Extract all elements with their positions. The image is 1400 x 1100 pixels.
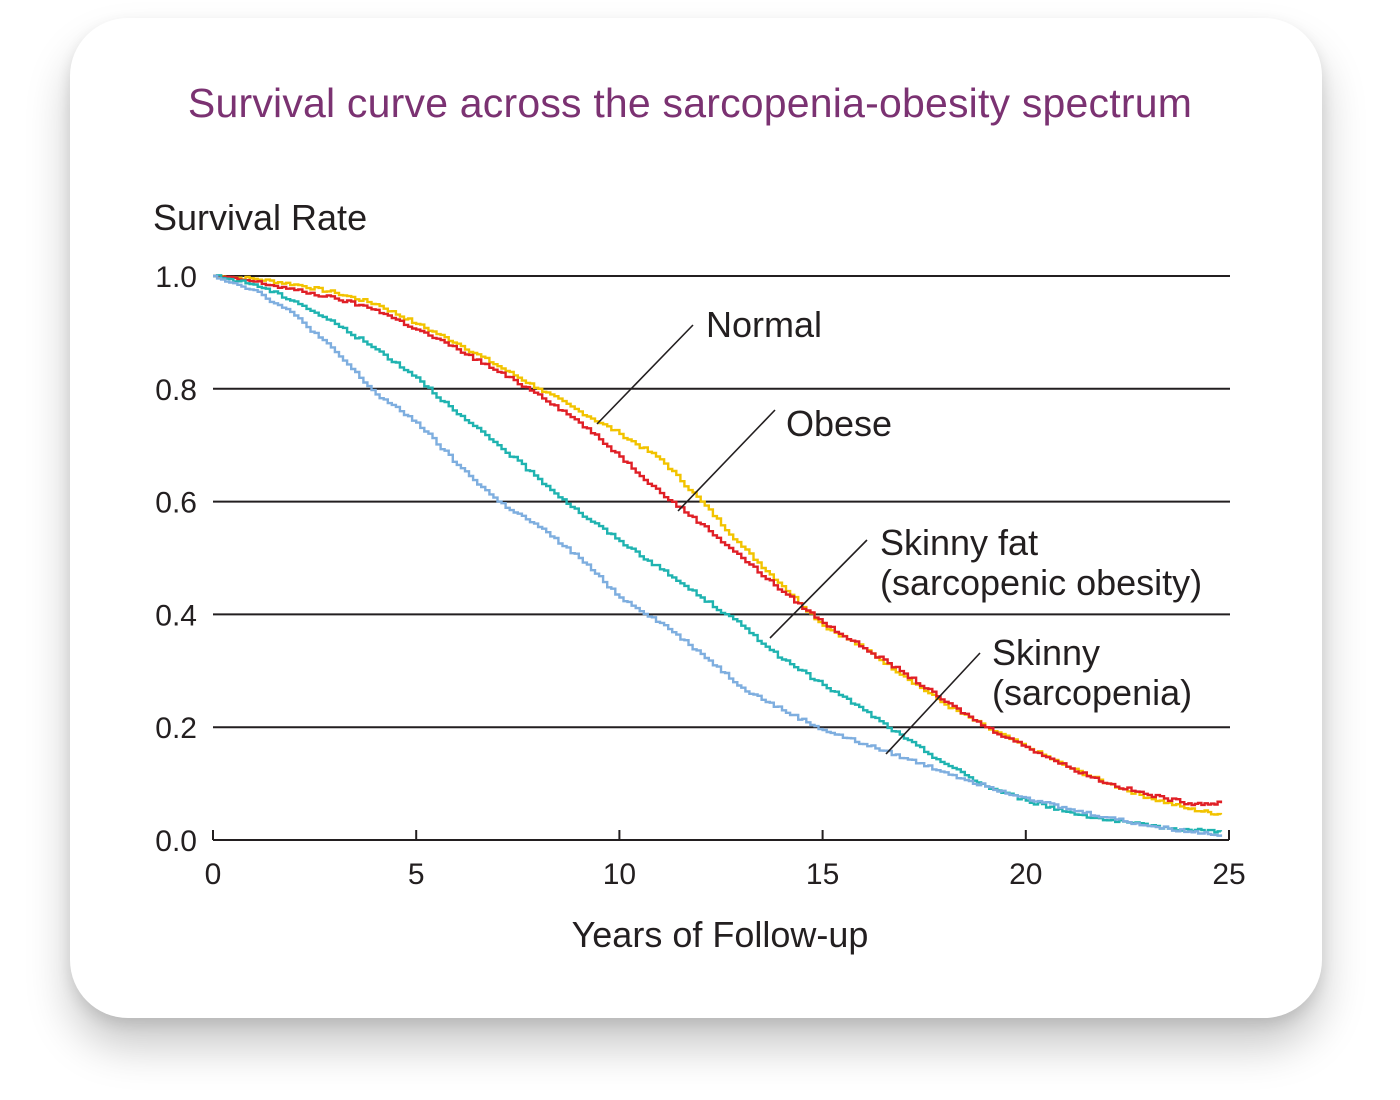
y-tick-label: 0.2 (155, 712, 197, 745)
series-label: Skinny fat (880, 522, 1038, 563)
y-tick-label: 0.4 (155, 599, 197, 632)
series-line-obese (213, 274, 1223, 807)
series-line-skinny-fat (213, 274, 1223, 834)
y-tick-label: 0.8 (155, 374, 197, 407)
x-tick-label: 0 (205, 858, 222, 891)
y-tick-label: 0.0 (155, 825, 197, 858)
series-lines (213, 274, 1223, 837)
x-tick-label: 25 (1212, 858, 1245, 891)
leader-line (596, 324, 694, 425)
x-axis: 0 5 10 15 20 25 (205, 830, 1246, 891)
series-label: Skinny (992, 632, 1100, 673)
leader-line (769, 539, 868, 639)
series-label: Normal (706, 304, 822, 345)
x-tick-label: 20 (1009, 858, 1042, 891)
y-tick-label: 1.0 (155, 261, 197, 294)
x-tick-label: 15 (806, 858, 839, 891)
y-tick-label: 0.6 (155, 487, 197, 520)
x-tick-label: 10 (603, 858, 636, 891)
series-labels: Normal Obese Skinny fat(sarcopenic obesity… (596, 304, 1202, 755)
x-axis-label: Years of Follow-up (572, 914, 869, 955)
gridlines: 0.0 0.2 0.4 0.6 0.8 1.0 (155, 261, 1230, 858)
series-line-normal (213, 274, 1223, 816)
leader-line (677, 409, 776, 512)
x-tick-label: 5 (408, 858, 425, 891)
series-label: (sarcopenia) (992, 672, 1192, 713)
series-line-skinny (213, 274, 1223, 837)
leader-line (885, 652, 981, 755)
y-axis-label: Survival Rate (153, 197, 367, 238)
series-label: Obese (786, 403, 892, 444)
series-label: (sarcopenic obesity) (880, 562, 1202, 603)
chart-title: Survival curve across the sarcopenia-obe… (187, 80, 1193, 126)
